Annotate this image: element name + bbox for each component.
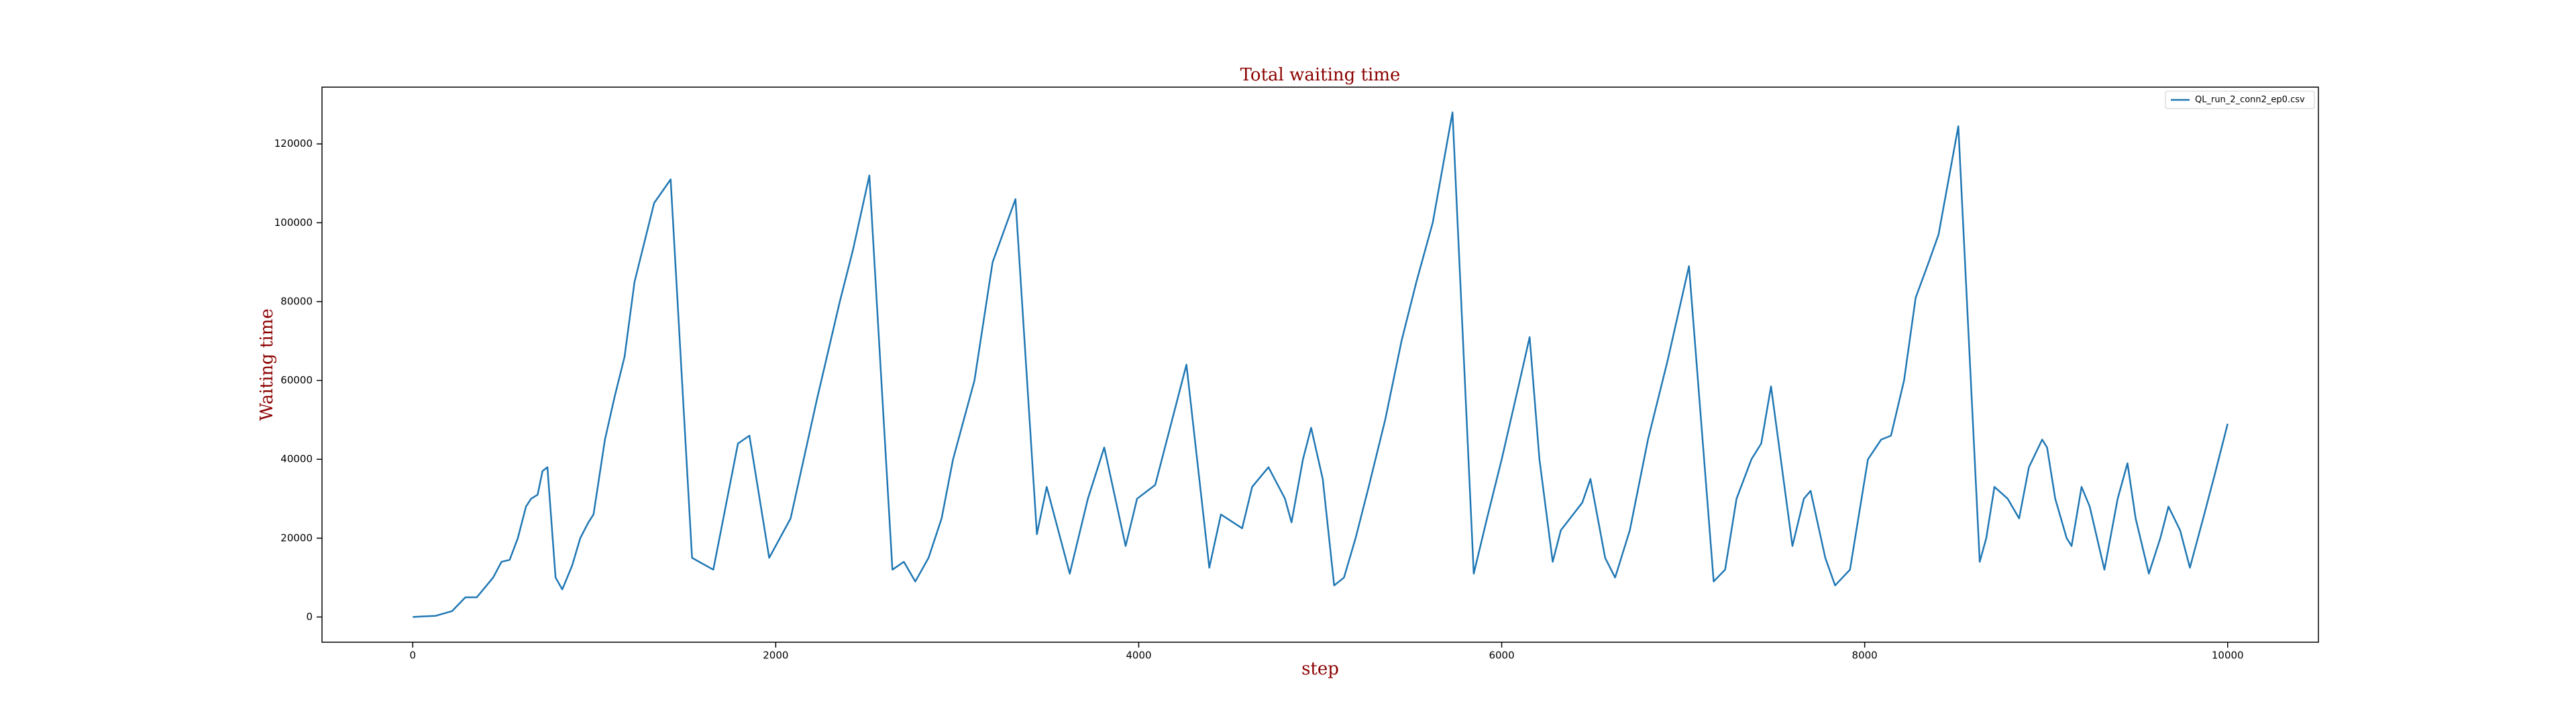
y-tick-label: 40000: [280, 453, 313, 465]
data-line: [413, 111, 2229, 618]
x-tick-label: 10000: [2212, 650, 2244, 662]
x-axis-label: step: [1301, 659, 1339, 679]
x-tick-label: 4000: [1126, 650, 1151, 662]
y-axis-label: Waiting time: [257, 308, 277, 421]
x-tick-label: 6000: [1489, 650, 1514, 662]
legend: QL_run_2_conn2_ep0.csv: [2165, 90, 2315, 109]
y-tick-label: 60000: [280, 374, 313, 386]
x-tick-label: 2000: [763, 650, 788, 662]
legend-label: QL_run_2_conn2_ep0.csv: [2195, 95, 2305, 105]
y-tick-label: 20000: [280, 532, 313, 544]
chart-title: Total waiting time: [1240, 65, 1401, 85]
y-tick-label: 100000: [274, 217, 313, 229]
y-tick-label: 0: [306, 611, 313, 623]
y-tick-label: 80000: [280, 295, 313, 307]
x-tick-label: 8000: [1852, 650, 1878, 662]
x-tick-label: 0: [409, 650, 416, 662]
legend-box: [2165, 90, 2315, 109]
y-tick-label: 120000: [274, 137, 313, 149]
plot-frame: [321, 86, 2319, 643]
